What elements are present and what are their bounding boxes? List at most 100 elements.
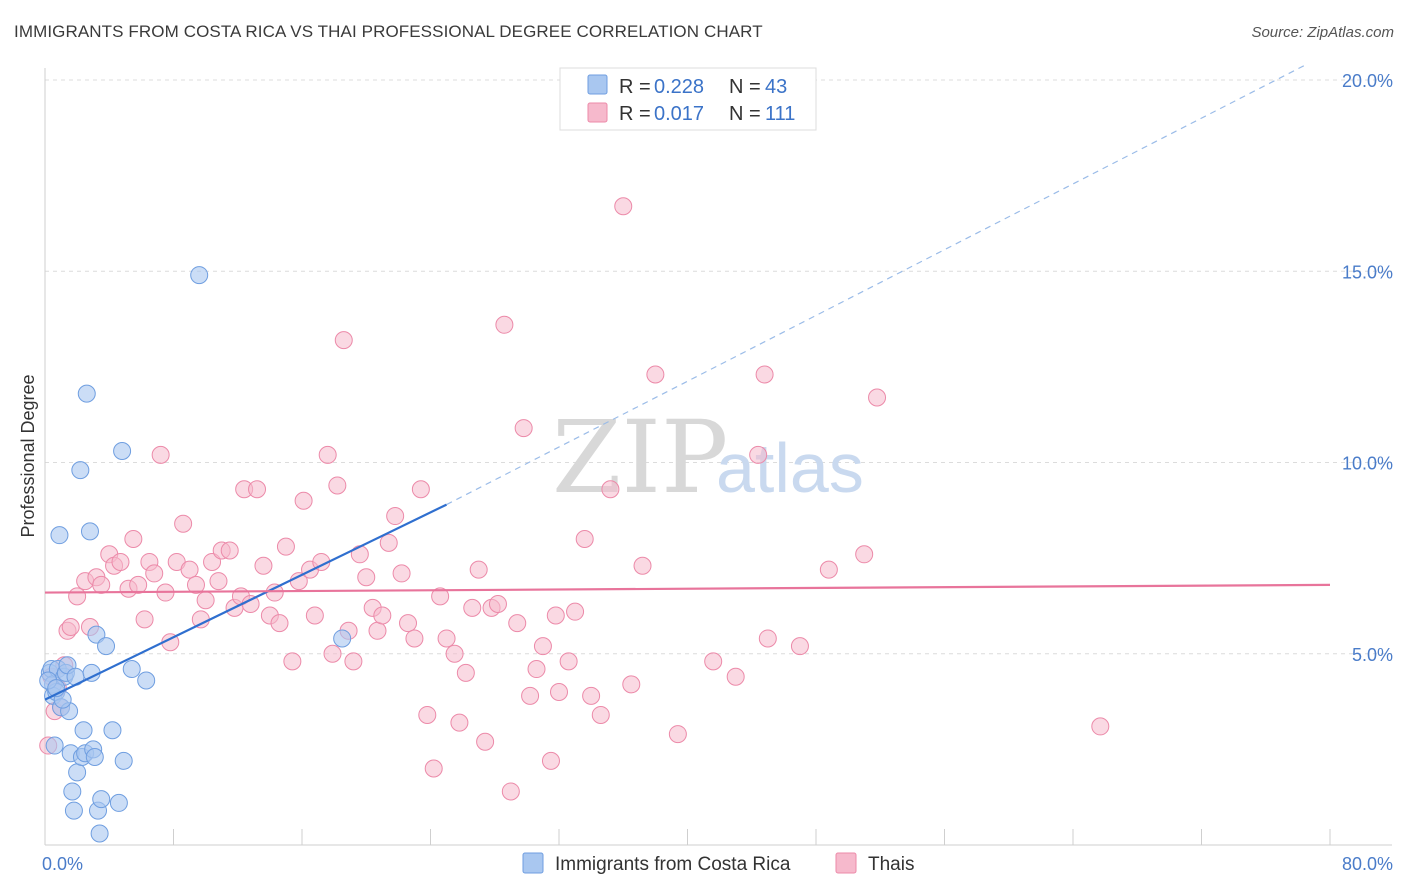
costa-rica-point: [68, 763, 87, 782]
thai-point: [294, 491, 313, 510]
y-tick-labels: 5.0% 10.0% 15.0% 20.0%: [1342, 71, 1393, 665]
costa-rica-point: [87, 625, 106, 644]
costa-rica-point: [80, 522, 99, 541]
watermark-atlas: atlas: [716, 429, 864, 507]
thai-point: [456, 663, 475, 682]
thai-point: [209, 572, 228, 591]
thai-point: [220, 541, 239, 560]
thai-point: [334, 331, 353, 350]
y-tick-label-0: 5.0%: [1352, 645, 1393, 665]
thai-point: [514, 419, 533, 438]
costa-rica-point: [92, 790, 111, 809]
legend-r-value-costa-rica: 0.228: [654, 76, 704, 98]
thai-point: [196, 591, 215, 610]
thai-point: [92, 575, 111, 594]
thai-point: [129, 575, 148, 594]
thai-point: [373, 606, 392, 625]
thai-point: [819, 560, 838, 579]
thai-point: [758, 629, 777, 648]
thai-point: [622, 675, 641, 694]
thai-point: [145, 564, 164, 583]
thai-point: [424, 759, 443, 778]
thai-point: [318, 445, 337, 464]
thai-point: [704, 652, 723, 671]
top-legend: R = 0.228 N = 43 R = 0.017 N = 111: [559, 67, 817, 131]
thai-point: [749, 445, 768, 464]
thai-point: [270, 614, 289, 633]
thai-point: [541, 751, 560, 770]
costa-rica-point: [114, 751, 133, 770]
thai-point: [283, 652, 302, 671]
costa-rica-point: [137, 671, 156, 690]
thai-point: [646, 365, 665, 384]
costa-rica-point: [103, 721, 122, 740]
thai-point: [305, 606, 324, 625]
thai-point: [488, 595, 507, 614]
legend-swatch-thai: [587, 102, 608, 123]
thai-point: [582, 686, 601, 705]
y-tick-label-2: 15.0%: [1342, 262, 1393, 282]
thai-point: [399, 614, 418, 633]
thai-point: [254, 556, 273, 575]
thai-point: [469, 560, 488, 579]
costa-rica-point: [63, 782, 82, 801]
thai-point: [350, 545, 369, 564]
watermark-zip: ZIP: [552, 399, 728, 516]
thai-point: [418, 705, 437, 724]
costa-rica-point: [50, 526, 69, 545]
thai-point: [323, 644, 342, 663]
costa-rica-point: [90, 824, 109, 843]
thai-point: [527, 660, 546, 679]
thai-point: [668, 725, 687, 744]
thai-point: [501, 782, 520, 801]
chart-title: IMMIGRANTS FROM COSTA RICA VS THAI PROFE…: [14, 22, 763, 41]
thai-point: [868, 388, 887, 407]
thai-point: [344, 652, 363, 671]
costa-rica-point: [97, 637, 116, 656]
costa-rica-point: [71, 461, 90, 480]
thai-point: [633, 556, 652, 575]
bottom-legend-label-costa-rica: Immigrants from Costa Rica: [555, 854, 791, 875]
legend-n-label-thai: N =: [729, 103, 761, 125]
grid-lines: [45, 79, 1392, 655]
thai-point: [151, 445, 170, 464]
thai-point: [191, 610, 210, 629]
thai-point: [445, 644, 464, 663]
thai-point: [186, 575, 205, 594]
thai-point: [601, 480, 620, 499]
thai-point: [379, 533, 398, 552]
thai-point: [575, 530, 594, 548]
thai-point: [533, 637, 552, 656]
thai-point: [111, 552, 130, 571]
bottom-legend-swatch-thai: [835, 852, 857, 874]
thai-point: [855, 545, 874, 564]
thai-point: [328, 476, 347, 495]
x-tick-label-0: 0.0%: [42, 854, 83, 874]
costa-rica-point: [74, 721, 93, 740]
thai-point: [726, 667, 745, 686]
x-tick-label-1: 80.0%: [1342, 854, 1393, 874]
legend-n-value-thai: 111: [765, 103, 795, 125]
thai-point: [1091, 717, 1110, 736]
legend-r-value-thai: 0.017: [654, 103, 704, 125]
costa-rica-trend-extension: [446, 64, 1307, 506]
legend-n-value-costa-rica: 43: [765, 76, 787, 98]
legend-r-label-costa-rica: R =: [619, 76, 651, 98]
legend-swatch-costa-rica: [587, 74, 608, 95]
thai-point: [386, 507, 405, 526]
thai-point: [248, 480, 267, 499]
thai-point: [203, 552, 222, 571]
thai-point: [392, 564, 411, 583]
bottom-legend: Immigrants from Costa Rica Thais: [522, 852, 914, 875]
thai-point: [265, 583, 284, 602]
costa-rica-point: [85, 748, 104, 767]
costa-rica-point: [122, 660, 141, 679]
legend-r-label-thai: R =: [619, 103, 651, 125]
legend-n-label-costa-rica: N =: [729, 76, 761, 98]
axes: [44, 68, 1392, 846]
y-tick-label-3: 20.0%: [1342, 71, 1393, 91]
costa-rica-point: [190, 266, 209, 285]
thai-point: [357, 568, 376, 587]
x-tick-labels: 0.0% 80.0%: [42, 854, 1393, 874]
costa-rica-point: [77, 384, 96, 403]
